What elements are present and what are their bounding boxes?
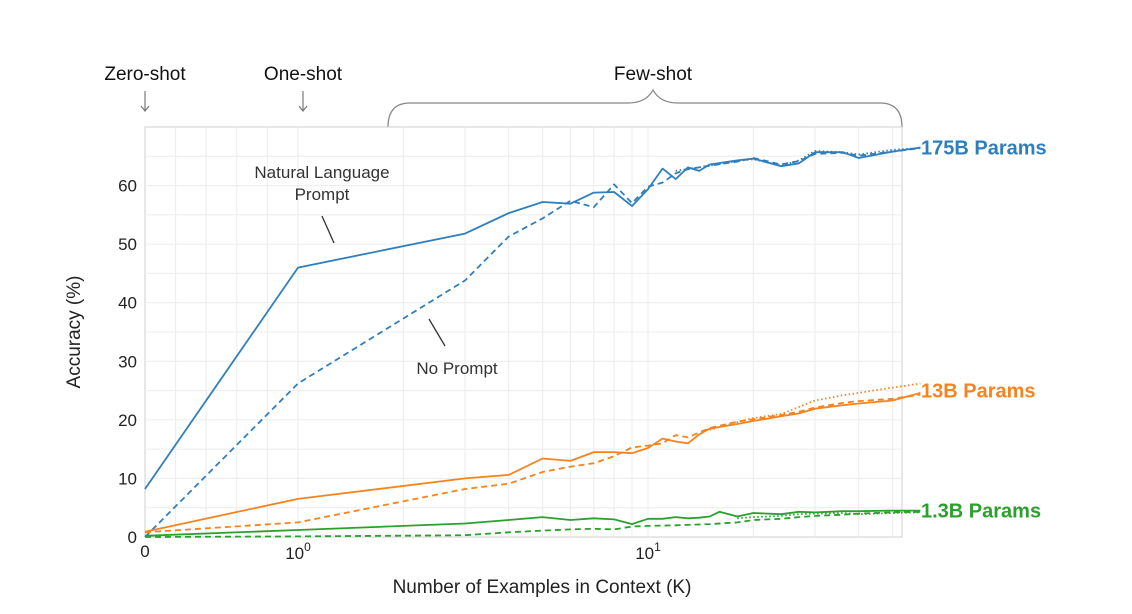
series-labels: 175B Params 13B Params 1.3B Params bbox=[921, 138, 1047, 523]
grid bbox=[145, 127, 902, 537]
natural-language-label-line2: Prompt bbox=[295, 185, 350, 204]
y-axis-title: Accuracy (%) bbox=[64, 276, 85, 389]
natural-language-pointer bbox=[321, 215, 335, 244]
y-ticks: 0 10 20 30 40 50 60 bbox=[118, 177, 137, 547]
x-tick-label-1: 100 bbox=[285, 540, 311, 563]
series-line-s1_3-solid bbox=[144, 509, 921, 537]
x-ticks: 0 100 101 bbox=[140, 540, 661, 563]
series-line-s1_3-dotted bbox=[737, 511, 921, 520]
y-tick-label: 10 bbox=[118, 469, 137, 488]
series-line-s1_3-dashed bbox=[144, 510, 921, 538]
series-lines bbox=[144, 146, 921, 538]
y-tick-label: 30 bbox=[118, 352, 137, 371]
y-tick-label: 40 bbox=[118, 294, 137, 313]
few-shot-brace bbox=[387, 88, 903, 128]
y-tick-label: 0 bbox=[128, 528, 137, 547]
x-tick-label-0: 0 bbox=[140, 542, 149, 561]
y-tick-label: 60 bbox=[118, 177, 137, 196]
series-line-s13-dashed bbox=[144, 393, 921, 534]
x-axis-title: Number of Examples in Context (K) bbox=[393, 577, 692, 598]
series-line-s175-dashed bbox=[144, 147, 921, 538]
y-tick-label: 20 bbox=[118, 411, 137, 430]
few-shot-label: Few-shot bbox=[614, 64, 693, 85]
series-line-s175-dotted bbox=[675, 147, 921, 172]
series-line-s13-dotted bbox=[709, 382, 921, 431]
series-label-s1_3: 1.3B Params bbox=[921, 501, 1041, 523]
y-tick-label: 50 bbox=[118, 235, 137, 254]
no-prompt-label: No Prompt bbox=[416, 359, 498, 378]
series-line-s175-solid bbox=[144, 146, 921, 490]
series-label-s13: 13B Params bbox=[921, 381, 1036, 403]
zero-shot-label: Zero-shot bbox=[104, 64, 186, 85]
x-tick-label-10: 101 bbox=[635, 540, 661, 563]
series-line-s13-solid bbox=[144, 392, 921, 533]
series-label-s175: 175B Params bbox=[921, 138, 1047, 160]
natural-language-label-line1: Natural Language bbox=[254, 163, 389, 182]
zero-shot-arrow bbox=[140, 91, 150, 112]
one-shot-arrow bbox=[298, 91, 308, 112]
one-shot-label: One-shot bbox=[264, 64, 343, 85]
no-prompt-pointer bbox=[428, 318, 446, 347]
